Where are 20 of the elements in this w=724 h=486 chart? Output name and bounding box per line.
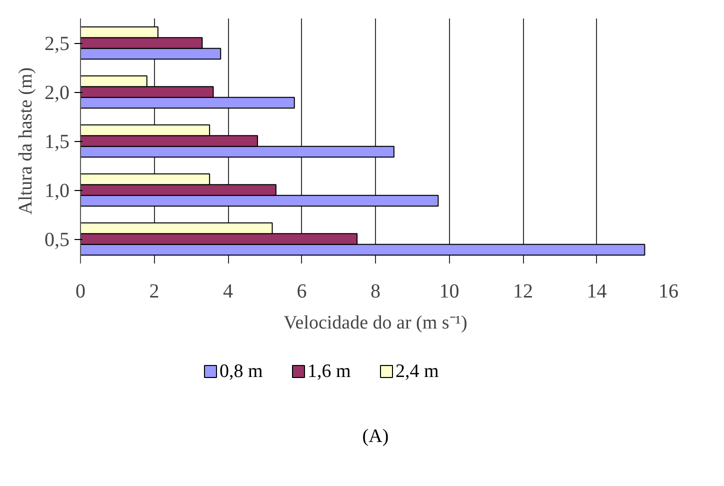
y-tick-label: 2,0	[44, 82, 70, 104]
legend-label: 0,8 m	[220, 361, 263, 382]
y-axis-title: Altura da haste (m)	[16, 67, 36, 215]
x-tick-label: 12	[513, 280, 533, 302]
x-tick-label: 0	[76, 280, 86, 302]
y-tick-label: 1,0	[44, 180, 70, 202]
y-tick-label: 2,5	[44, 33, 70, 55]
x-axis-title: Velocidade do ar (m s⁻¹)	[284, 312, 468, 334]
x-tick-label: 14	[586, 280, 607, 302]
x-tick-label: 6	[296, 280, 307, 302]
legend-label: 2,4 m	[396, 361, 439, 382]
legend-label: 1,6 m	[308, 361, 351, 382]
x-tick-label: 8	[370, 280, 380, 302]
y-tick-label: 1,5	[44, 131, 70, 153]
text: (A)	[362, 426, 389, 447]
x-tick-label: 4	[223, 280, 233, 302]
x-tick-label: 16	[658, 280, 678, 302]
x-tick-label: 10	[439, 280, 460, 302]
y-tick-label: 0,5	[44, 229, 70, 251]
x-tick-label: 2	[149, 280, 160, 302]
